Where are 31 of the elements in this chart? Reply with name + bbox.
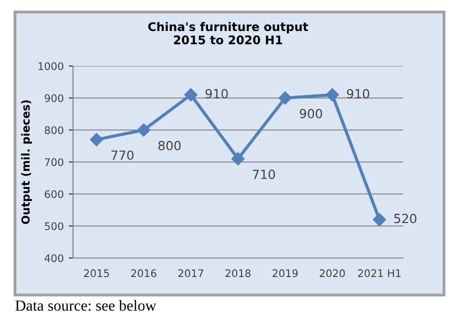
y-tick-label: 600 [44,190,64,198]
x-tick-label: 2019 [272,269,298,278]
data-label: 910 [206,88,228,98]
x-tick-label: 2021 H1 [358,269,401,278]
point [278,91,292,105]
y-tick-label: 500 [44,222,64,230]
data-label: 910 [346,88,370,98]
point [184,88,198,102]
x-tick-label: 2020 [320,269,345,278]
x-tick-label: 2017 [178,269,204,278]
data-label: 800 [158,140,181,150]
point [372,213,386,226]
y-tick-label: 700 [44,158,64,166]
data-label: 520 [394,214,416,224]
y-axis-title: Output (mil. pieces) [21,100,32,224]
point [137,123,150,137]
data-label: 770 [111,150,134,160]
chart-title: China's furniture output 2015 to 2020 H1 [148,22,308,44]
y-tick-label: 800 [44,126,64,134]
x-tick-label: 2018 [226,269,251,278]
source-note: Data source: see below [15,300,156,311]
y-tick-label: 900 [44,94,64,102]
point [326,88,339,102]
y-tick-label: 400 [44,254,64,262]
x-tick-label: 2015 [84,269,109,278]
y-tick-label: 1000 [38,62,64,70]
x-tick-label: 2016 [131,269,156,278]
data-label: 900 [300,108,322,118]
point [90,133,104,146]
point [231,152,245,166]
data-label: 710 [252,170,275,180]
